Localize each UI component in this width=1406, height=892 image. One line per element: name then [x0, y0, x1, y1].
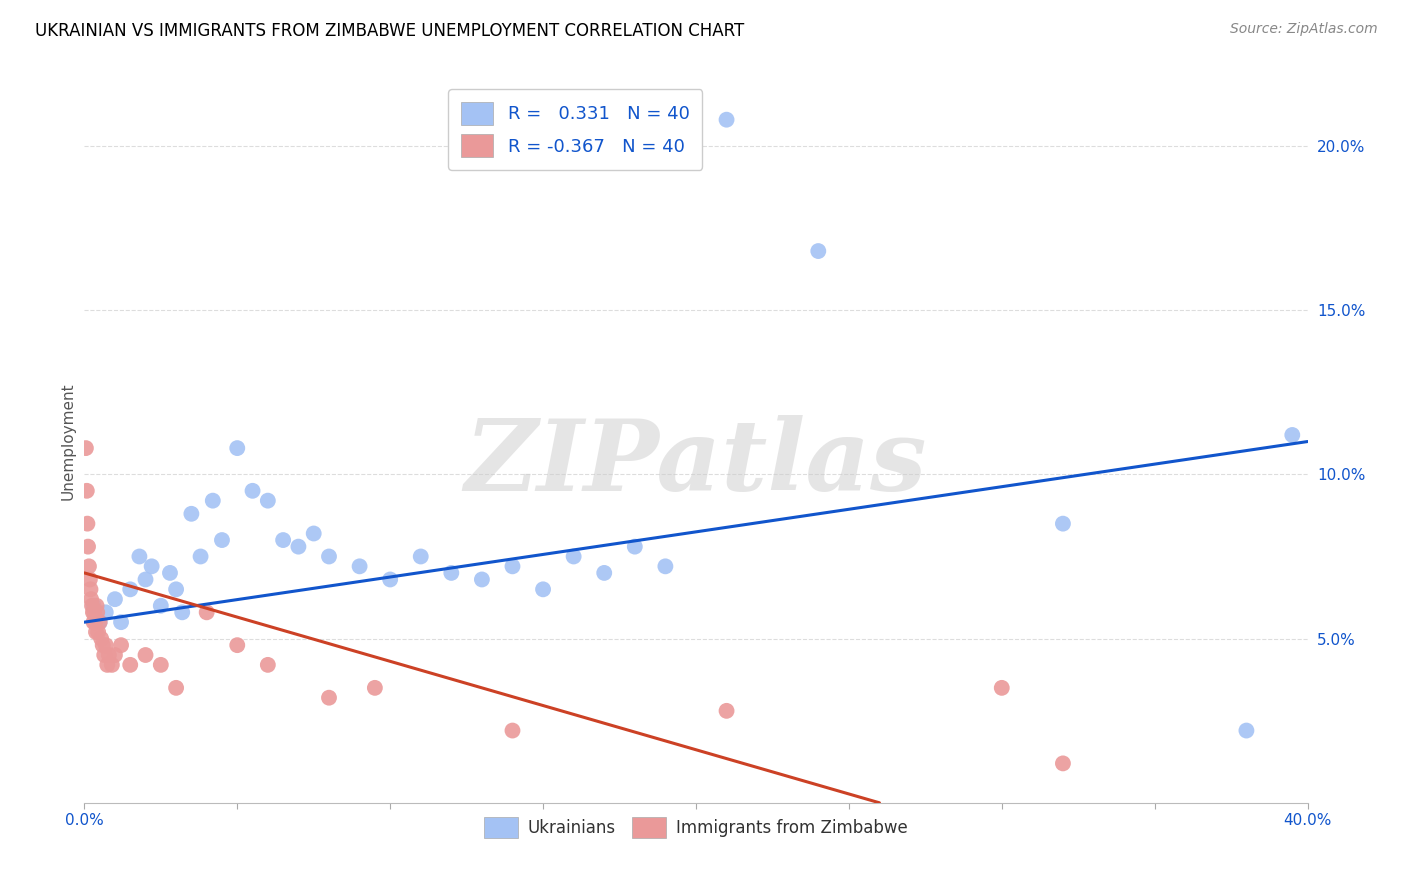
Point	[409, 549, 432, 564]
Point	[84, 625, 107, 640]
Point	[531, 582, 554, 597]
Text: Source: ZipAtlas.com: Source: ZipAtlas.com	[1230, 22, 1378, 37]
Point	[165, 681, 187, 695]
Point	[562, 549, 585, 564]
Point	[90, 632, 112, 646]
Point	[79, 573, 101, 587]
Point	[624, 540, 647, 554]
Point	[159, 566, 181, 580]
Point	[89, 615, 111, 630]
Text: ZIPatlas: ZIPatlas	[465, 415, 927, 511]
Point	[141, 559, 163, 574]
Point	[149, 599, 172, 613]
Point	[349, 559, 371, 574]
Point	[82, 605, 104, 619]
Point	[149, 657, 172, 672]
Point	[226, 638, 249, 652]
Point	[89, 615, 111, 630]
Point	[318, 690, 340, 705]
Point	[135, 573, 157, 587]
Text: UKRAINIAN VS IMMIGRANTS FROM ZIMBABWE UNEMPLOYMENT CORRELATION CHART: UKRAINIAN VS IMMIGRANTS FROM ZIMBABWE UN…	[35, 22, 744, 40]
Point	[101, 657, 124, 672]
Point	[991, 681, 1014, 695]
Point	[84, 615, 107, 630]
Point	[110, 638, 132, 652]
Point	[180, 507, 202, 521]
Point	[1052, 756, 1074, 771]
Point	[654, 559, 676, 574]
Point	[94, 605, 117, 619]
Point	[226, 441, 249, 455]
Point	[83, 615, 105, 630]
Point	[502, 723, 524, 738]
Point	[94, 638, 117, 652]
Point	[120, 657, 142, 672]
Point	[302, 526, 325, 541]
Point	[807, 244, 830, 258]
Point	[471, 573, 494, 587]
Point	[93, 648, 115, 662]
Point	[190, 549, 212, 564]
Point	[104, 648, 127, 662]
Point	[96, 657, 118, 672]
Point	[83, 599, 105, 613]
Point	[172, 605, 194, 619]
Point	[110, 615, 132, 630]
Point	[76, 483, 98, 498]
Point	[86, 605, 108, 619]
Point	[716, 704, 738, 718]
Point	[242, 483, 264, 498]
Point	[716, 112, 738, 127]
Point	[318, 549, 340, 564]
Point	[502, 559, 524, 574]
Point	[1052, 516, 1074, 531]
Point	[120, 582, 142, 597]
Point	[1236, 723, 1258, 738]
Point	[287, 540, 309, 554]
Point	[440, 566, 463, 580]
Point	[128, 549, 150, 564]
Point	[83, 605, 105, 619]
Point	[165, 582, 187, 597]
Point	[80, 592, 103, 607]
Point	[257, 657, 280, 672]
Point	[211, 533, 233, 547]
Point	[201, 493, 224, 508]
Point	[76, 516, 98, 531]
Point	[135, 648, 157, 662]
Point	[1281, 428, 1303, 442]
Point	[91, 638, 114, 652]
Legend: Ukrainians, Immigrants from Zimbabwe: Ukrainians, Immigrants from Zimbabwe	[478, 810, 914, 845]
Point	[86, 599, 108, 613]
Y-axis label: Unemployment: Unemployment	[60, 383, 76, 500]
Point	[77, 559, 100, 574]
Point	[364, 681, 387, 695]
Point	[195, 605, 218, 619]
Point	[87, 625, 110, 640]
Point	[75, 441, 97, 455]
Point	[380, 573, 402, 587]
Point	[104, 592, 127, 607]
Point	[97, 648, 120, 662]
Point	[77, 540, 100, 554]
Point	[79, 582, 101, 597]
Point	[257, 493, 280, 508]
Point	[271, 533, 294, 547]
Point	[80, 599, 103, 613]
Point	[593, 566, 616, 580]
